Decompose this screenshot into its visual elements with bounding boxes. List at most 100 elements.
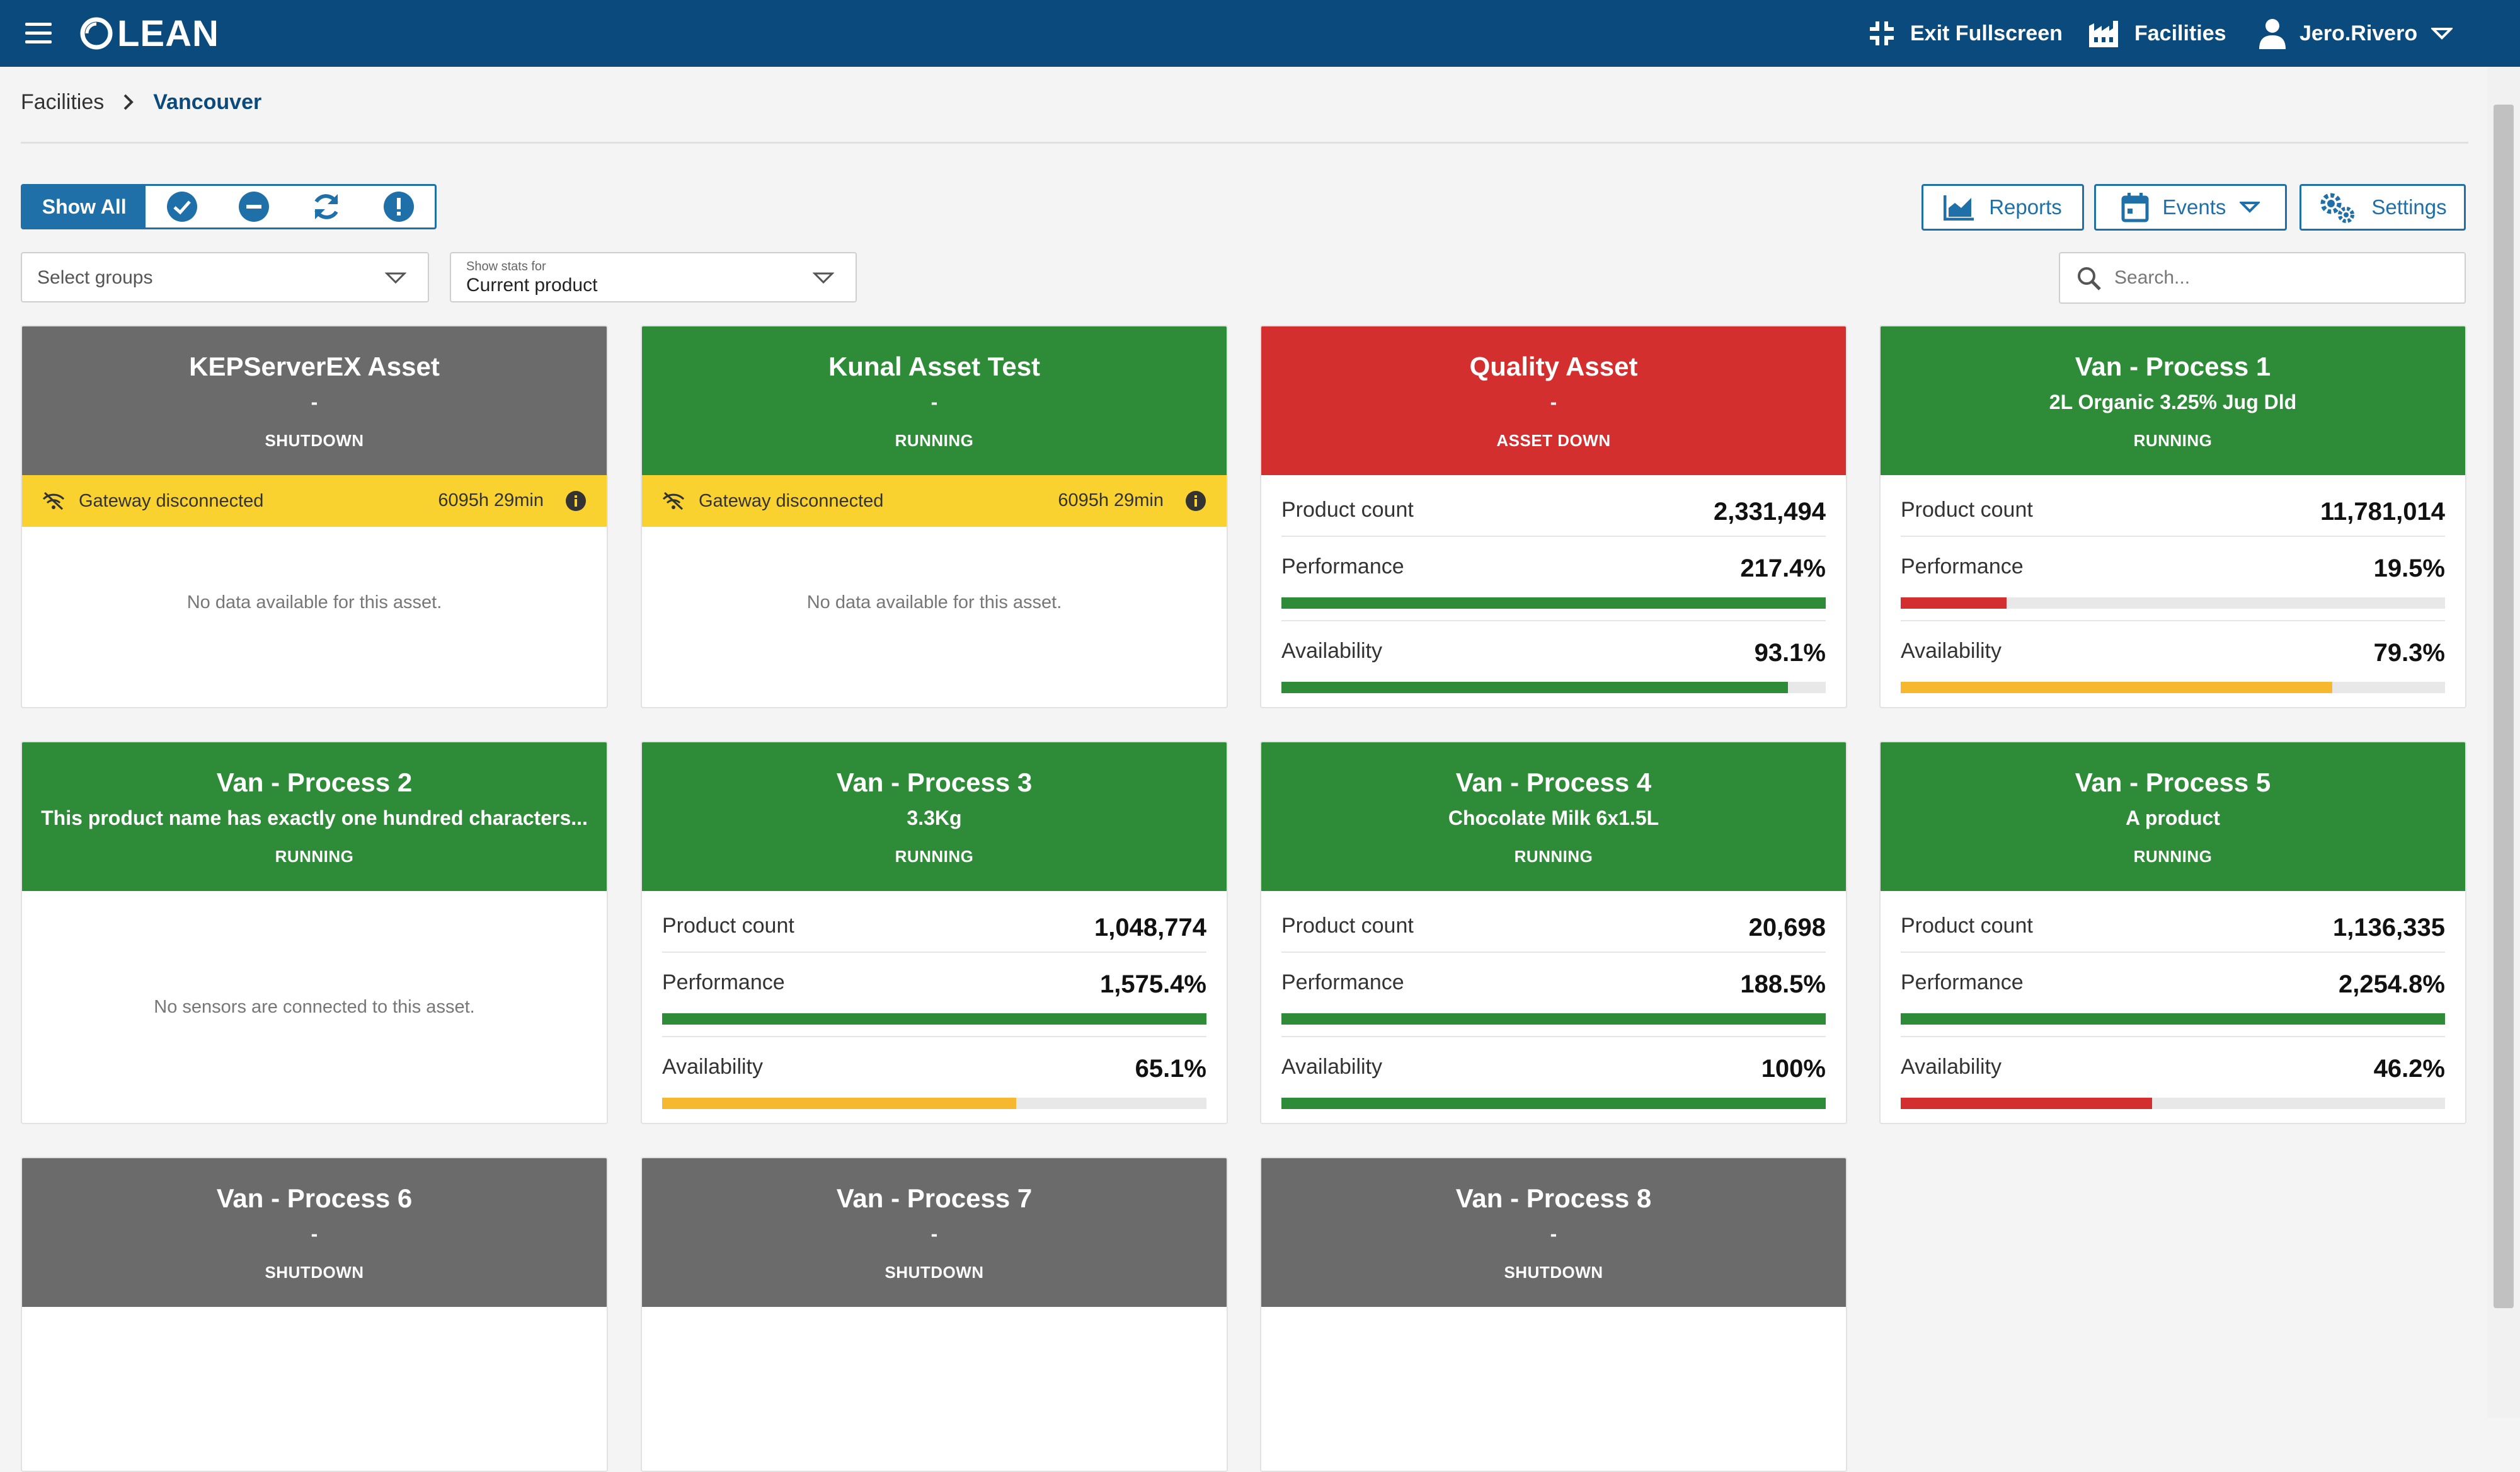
chart-icon xyxy=(1944,195,1974,221)
stat-row-performance: Performance 1,575.4% xyxy=(662,952,1206,1036)
search-icon xyxy=(2078,267,2101,290)
card-header: Van - Process 6 - SHUTDOWN xyxy=(22,1158,607,1307)
performance-bar-fill xyxy=(1901,597,2007,609)
scroll-thumb[interactable] xyxy=(2494,105,2514,1308)
performance-bar xyxy=(662,1013,1206,1025)
asset-card[interactable]: Van - Process 4 Chocolate Milk 6x1.5L RUNN… xyxy=(1260,741,1847,1124)
gateway-warning: Gateway disconnected 6095h 29min xyxy=(642,475,1227,527)
card-status: ASSET DOWN xyxy=(1496,431,1611,450)
stat-label: Performance xyxy=(1281,970,1404,994)
stat-value: 188.5% xyxy=(1740,970,1826,998)
warning-text: Gateway disconnected xyxy=(79,490,264,511)
card-title: Van - Process 2 xyxy=(216,768,413,797)
card-product: - xyxy=(311,1222,318,1245)
stat-row-performance: Performance 188.5% xyxy=(1281,952,1826,1036)
stat-row-performance: Performance 217.4% xyxy=(1281,536,1826,620)
stat-row-product-count: Product count 1,048,774 xyxy=(662,896,1206,952)
logo-icon xyxy=(80,17,113,50)
stat-value: 19.5% xyxy=(2373,555,2445,582)
card-product: - xyxy=(1550,391,1557,413)
exit-fullscreen-label: Exit Fullscreen xyxy=(1910,21,2063,45)
asset-card[interactable]: Kunal Asset Test - RUNNING Gateway disconne… xyxy=(641,325,1228,708)
stat-value: 20,698 xyxy=(1748,914,1826,941)
stats-select-label: Show stats for xyxy=(466,260,546,273)
stat-label: Performance xyxy=(1901,555,2024,578)
asset-card[interactable]: Van - Process 2 This product name has exa… xyxy=(21,741,608,1124)
app-logo[interactable]: LEAN xyxy=(79,13,219,54)
asset-card[interactable]: Van - Process 7 - SHUTDOWN xyxy=(641,1157,1228,1472)
stat-label: Product count xyxy=(1901,914,2033,938)
card-status: RUNNING xyxy=(895,847,974,866)
facilities-nav-label: Facilities xyxy=(2134,21,2226,45)
card-title: Van - Process 7 xyxy=(836,1183,1033,1213)
asset-card[interactable]: Van - Process 1 2L Organic 3.25% Jug Dld R… xyxy=(1879,325,2466,708)
card-product: - xyxy=(931,1222,938,1245)
breadcrumb-facilities[interactable]: Facilities xyxy=(21,89,105,114)
stat-value: 79.3% xyxy=(2373,639,2445,667)
filter-changeover-button[interactable] xyxy=(290,186,363,227)
stat-value: 2,331,494 xyxy=(1714,498,1826,526)
card-status: SHUTDOWN xyxy=(1504,1263,1603,1282)
asset-card[interactable]: Van - Process 6 - SHUTDOWN xyxy=(21,1157,608,1472)
stat-row-product-count: Product count 20,698 xyxy=(1281,896,1826,952)
card-product: 2L Organic 3.25% Jug Dld xyxy=(2049,391,2297,413)
card-header: Kunal Asset Test - RUNNING xyxy=(642,326,1227,475)
asset-card[interactable]: Van - Process 8 - SHUTDOWN xyxy=(1260,1157,1847,1472)
events-label: Events xyxy=(2162,195,2226,219)
scrollbar[interactable] xyxy=(2487,67,2520,1418)
info-icon[interactable] xyxy=(1185,490,1206,517)
stat-row-availability: Availability 79.3% xyxy=(1901,620,2445,704)
alert-circle-icon xyxy=(383,192,414,222)
asset-card[interactable]: Quality Asset - ASSET DOWN Product count 2,3… xyxy=(1260,325,1847,708)
stats-select[interactable]: Show stats for Current product xyxy=(450,252,857,302)
exit-fullscreen-button[interactable]: Exit Fullscreen xyxy=(1867,0,2063,67)
card-title: Van - Process 6 xyxy=(216,1183,413,1213)
events-button[interactable]: Events xyxy=(2094,184,2287,231)
performance-bar xyxy=(1901,597,2445,609)
info-icon[interactable] xyxy=(565,490,587,517)
factory-icon xyxy=(2089,21,2118,47)
availability-bar xyxy=(1281,682,1826,693)
card-status: SHUTDOWN xyxy=(265,1263,364,1282)
user-menu[interactable]: Jero.Rivero xyxy=(2259,0,2453,67)
filter-running-button[interactable] xyxy=(146,186,218,227)
group-select[interactable]: Select groups xyxy=(21,252,429,302)
card-header: Van - Process 8 - SHUTDOWN xyxy=(1261,1158,1846,1307)
performance-bar-fill xyxy=(662,1013,1206,1025)
reports-button[interactable]: Reports xyxy=(1922,184,2084,231)
settings-button[interactable]: Settings xyxy=(2300,184,2466,231)
asset-card[interactable]: Van - Process 5 A product RUNNING Product c… xyxy=(1879,741,2466,1124)
card-title: Quality Asset xyxy=(1469,352,1638,381)
availability-bar-fill xyxy=(1901,682,2333,693)
stat-label: Product count xyxy=(1281,498,1414,522)
facilities-nav-button[interactable]: Facilities xyxy=(2088,0,2226,67)
stat-label: Availability xyxy=(662,1055,764,1079)
filter-shutdown-button[interactable] xyxy=(218,186,290,227)
stat-row-availability: Availability 46.2% xyxy=(1901,1036,2445,1120)
card-header: Van - Process 7 - SHUTDOWN xyxy=(642,1158,1227,1307)
search-input[interactable] xyxy=(2113,265,2443,291)
refresh-icon xyxy=(314,194,338,219)
performance-bar xyxy=(1901,1013,2445,1025)
stat-value: 1,136,335 xyxy=(2333,914,2445,941)
card-stats: Product count 20,698 Performance 188.5% Avai… xyxy=(1261,896,1846,1120)
card-status: RUNNING xyxy=(1514,847,1593,866)
breadcrumb: Facilities Vancouver xyxy=(21,88,261,116)
minus-circle-icon xyxy=(239,192,270,222)
show-all-button[interactable]: Show All xyxy=(23,186,146,227)
empty-state-message: No sensors are connected to this asset. xyxy=(154,997,475,1017)
stat-value: 93.1% xyxy=(1754,639,1826,667)
asset-card[interactable]: Van - Process 3 3.3Kg RUNNING Product count… xyxy=(641,741,1228,1124)
chevron-down-icon xyxy=(2240,202,2260,213)
filter-down-button[interactable] xyxy=(362,186,435,227)
card-header: Van - Process 2 This product name has exa… xyxy=(22,742,607,891)
stat-value: 1,048,774 xyxy=(1094,914,1206,941)
card-status: SHUTDOWN xyxy=(885,1263,984,1282)
card-product: This product name has exactly one hundre… xyxy=(41,807,588,829)
hamburger-icon[interactable] xyxy=(25,23,52,44)
stat-row-product-count: Product count 1,136,335 xyxy=(1901,896,2445,952)
card-header: Van - Process 5 A product RUNNING xyxy=(1881,742,2465,891)
stat-label: Availability xyxy=(1281,639,1383,663)
chevron-right-icon xyxy=(123,94,134,110)
asset-card[interactable]: KEPServerEX Asset - SHUTDOWN Gateway discon… xyxy=(21,325,608,708)
